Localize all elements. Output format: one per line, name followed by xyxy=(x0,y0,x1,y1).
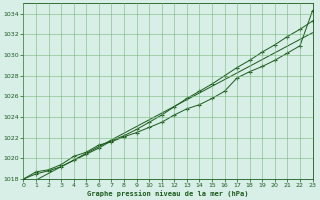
X-axis label: Graphe pression niveau de la mer (hPa): Graphe pression niveau de la mer (hPa) xyxy=(87,190,249,197)
